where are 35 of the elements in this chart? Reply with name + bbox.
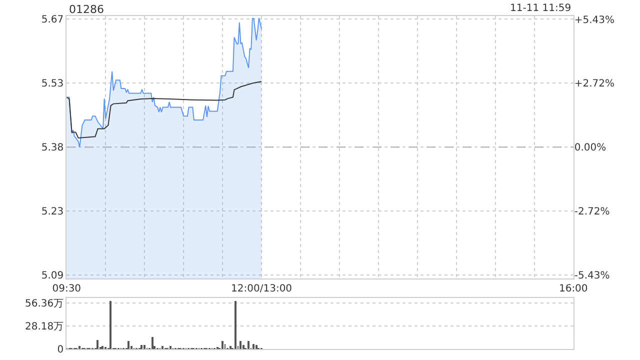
bar — [234, 301, 237, 350]
y-tick-label: 5.09 — [41, 270, 64, 282]
bar — [248, 341, 250, 350]
y-tick-label: 0 — [57, 344, 64, 356]
y2-tick-label: -2.72% — [574, 206, 610, 218]
bar — [170, 346, 172, 350]
y-tick-label: 5.23 — [41, 206, 64, 218]
y2-tick-label: 0.00% — [574, 142, 606, 154]
bar — [110, 301, 112, 350]
y-tick-label: 56.36万 — [24, 298, 64, 310]
y-tick-label: 5.53 — [41, 78, 64, 90]
bar — [256, 345, 258, 350]
bar — [152, 337, 154, 350]
y-tick-label: 5.38 — [41, 142, 64, 154]
y2-tick-label: +2.72% — [574, 78, 615, 90]
bar — [240, 341, 242, 350]
bar — [162, 346, 164, 350]
bar — [96, 340, 99, 350]
bar — [128, 341, 130, 350]
bar — [140, 345, 143, 350]
bar — [102, 346, 104, 350]
y-tick-label: 28.18万 — [24, 321, 64, 332]
bar — [222, 341, 224, 350]
text: 11-11 11:59 — [510, 3, 572, 14]
x-tick-label: 09:30 — [52, 283, 82, 294]
y2-tick-label: -5.43% — [574, 270, 610, 282]
x-tick-label: 16:00 — [558, 283, 588, 294]
bar — [78, 346, 81, 350]
bar — [252, 344, 255, 350]
chart-title: 01286 — [69, 3, 104, 16]
x-tick-label: 12:00/13:00 — [231, 283, 292, 294]
bar — [242, 345, 245, 350]
y2-tick-label: +5.43% — [574, 14, 615, 26]
bar — [144, 345, 146, 350]
y-tick-label: 5.67 — [41, 14, 64, 26]
